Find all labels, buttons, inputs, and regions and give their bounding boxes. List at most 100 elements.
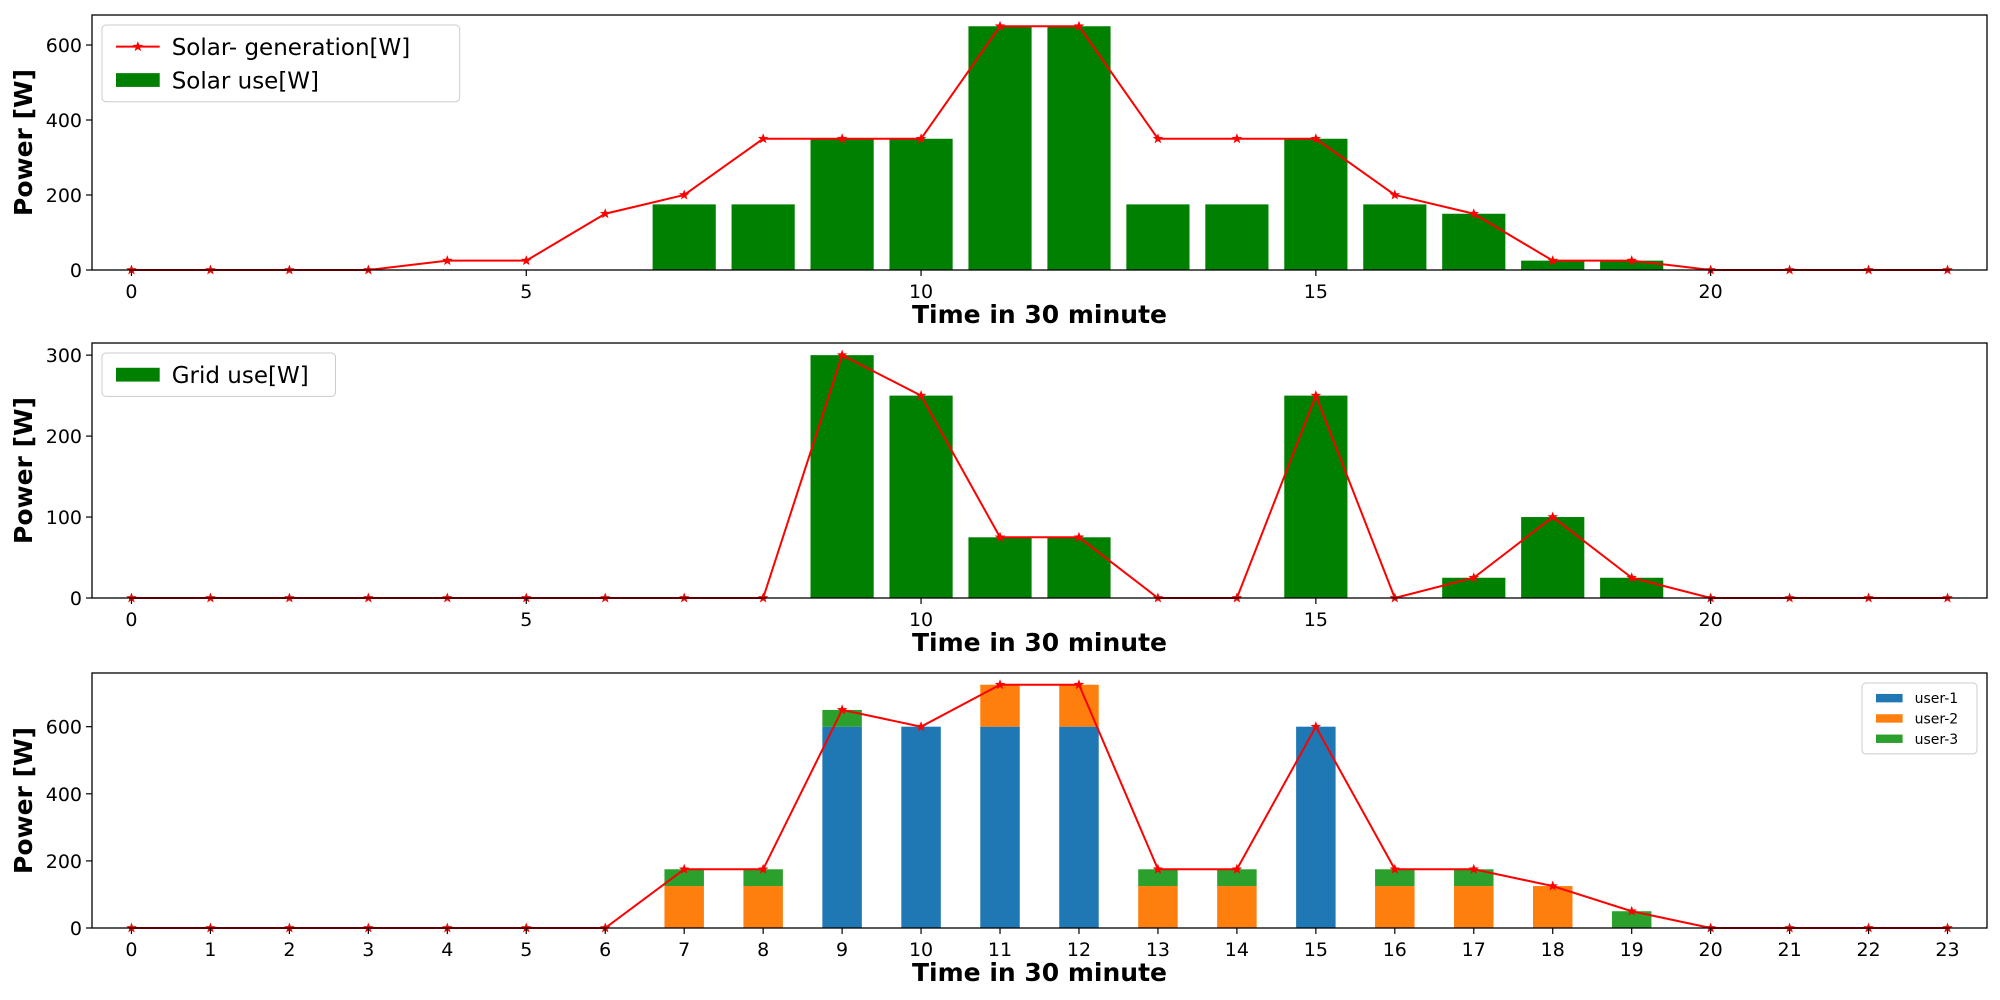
marker-2-12: [1073, 531, 1085, 542]
marker-3-10: [915, 721, 927, 732]
legend-box-2: [101, 352, 336, 397]
x-tick-label-3-10: 10: [909, 939, 933, 961]
x-tick-label-2-15: 15: [1304, 609, 1328, 631]
legend-label-1-1: Solar- generation[W]: [172, 35, 411, 61]
x-tick-label-3-2: 2: [283, 939, 295, 961]
marker-2-10: [915, 390, 927, 401]
x-tick-label-1-5: 5: [520, 281, 532, 303]
y-tick-label-3-400: 400: [46, 784, 82, 806]
x-tick-label-2-0: 0: [125, 609, 137, 631]
y-tick-label-1-0: 0: [70, 260, 82, 282]
x-tick-label-3-8: 8: [757, 939, 769, 961]
legend-swatch-1-2: [116, 73, 160, 87]
y-tick-label-2-0: 0: [70, 588, 82, 610]
bar-3-3-9: [822, 709, 862, 727]
line-1-1: [131, 25, 1948, 271]
bar-3-3-14: [1217, 869, 1257, 887]
bar-1-1-19: [1600, 260, 1664, 271]
bar-1-1-12: [1047, 26, 1111, 270]
marker-1-4: [442, 255, 453, 266]
marker-1-15: [1310, 133, 1322, 144]
bar-3-2-18: [1532, 886, 1573, 928]
marker-1-18: [1547, 255, 1558, 266]
bar-2-1-18: [1521, 517, 1585, 598]
legend-swatch-2-1: [116, 367, 160, 382]
bar-3-2-8: [743, 886, 783, 928]
marker-1-19: [1626, 255, 1637, 266]
legend-label-3-3: user-3: [1915, 732, 1959, 748]
bar-2-1-9: [810, 355, 874, 598]
marker-1-13: [1152, 133, 1164, 144]
marker-1-14: [1231, 133, 1243, 144]
legend-marker-1-1: [132, 41, 144, 52]
line-2-1: [131, 353, 1948, 600]
x-tick-label-2-5: 5: [520, 609, 532, 631]
x-tick-label-3-18: 18: [1541, 939, 1565, 961]
legend-swatch-3-1: [1876, 693, 1903, 703]
x-tick-label-3-11: 11: [988, 939, 1012, 961]
x-tick-label-1-10: 10: [909, 281, 933, 303]
bar-3-1-12: [1059, 726, 1099, 928]
bar-2-1-17: [1442, 577, 1506, 598]
x-tick-label-3-4: 4: [441, 939, 453, 961]
chart-panel-3: 0 1 2 3 4 5 6 7 8 9 10 11 12 13 14 15 16 17 18 19 20 21 22 2302…: [9, 672, 1988, 987]
bar-2-1-10: [889, 395, 953, 598]
y-tick-label-2-200: 200: [46, 426, 82, 448]
bar-3-3-8: [743, 869, 783, 887]
bar-1-1-16: [1363, 204, 1427, 271]
x-tick-label-3-3: 3: [362, 939, 374, 961]
x-tick-label-3-12: 12: [1067, 939, 1091, 961]
marker-2-15: [1310, 390, 1322, 401]
marker-2-17: [1468, 572, 1479, 583]
line-3-1: [131, 683, 1948, 929]
x-tick-label-3-13: 13: [1146, 939, 1170, 961]
x-tick-label-3-0: 0: [125, 939, 137, 961]
marker-1-12: [1073, 20, 1085, 31]
legend-label-1-2: Solar use[W]: [172, 68, 319, 94]
bar-3-1-10: [901, 726, 941, 928]
y-axis-label-3: Power [W]: [9, 727, 38, 874]
marker-3-17: [1468, 863, 1479, 874]
legend-3: user-1 user-2 user-3: [1861, 682, 1978, 755]
bar-2-1-19: [1600, 577, 1664, 598]
marker-1-17: [1468, 208, 1479, 219]
x-tick-label-3-15: 15: [1304, 939, 1328, 961]
legend-box-1: [101, 24, 461, 103]
x-axis-label-2: Time in 30 minute: [912, 628, 1167, 657]
bar-1-1-11: [968, 26, 1032, 270]
x-tick-label-3-6: 6: [599, 939, 611, 961]
legend-swatch-3-3: [1876, 734, 1903, 743]
marker-3-11: [994, 679, 1006, 690]
legend-label-3-2: user-2: [1915, 711, 1959, 727]
marker-1-8: [757, 133, 769, 144]
x-tick-label-3-16: 16: [1383, 939, 1407, 961]
legend-2: Grid use[W]: [101, 352, 336, 397]
bar-3-2-7: [664, 886, 704, 928]
bar-1-1-18: [1521, 260, 1585, 271]
marker-1-7: [678, 189, 690, 200]
marker-2-19: [1626, 572, 1637, 583]
bar-3-2-17: [1454, 886, 1494, 928]
bar-3-3-17: [1454, 869, 1494, 887]
marker-2-11: [994, 531, 1006, 542]
axes-frame-2: [91, 342, 1988, 599]
y-tick-label-2-100: 100: [46, 507, 82, 529]
bar-3-2-12: [1059, 684, 1099, 727]
bar-1-1-10: [889, 138, 953, 270]
bar-1-1-7: [652, 204, 716, 271]
bar-1-1-8: [731, 204, 795, 271]
marker-3-9: [836, 704, 848, 715]
x-tick-label-1-0: 0: [125, 281, 137, 303]
marker-1-5: [521, 255, 532, 266]
y-tick-label-3-600: 600: [46, 717, 82, 739]
marker-3-15: [1310, 721, 1322, 732]
legend-label-2-1: Grid use[W]: [172, 363, 309, 389]
y-tick-label-1-600: 600: [46, 35, 82, 57]
x-tick-label-3-20: 20: [1699, 939, 1723, 961]
legend-label-3-1: user-1: [1915, 691, 1959, 707]
bar-3-2-14: [1217, 886, 1257, 928]
x-tick-label-3-21: 21: [1778, 939, 1802, 961]
y-tick-label-2-300: 300: [46, 345, 82, 367]
